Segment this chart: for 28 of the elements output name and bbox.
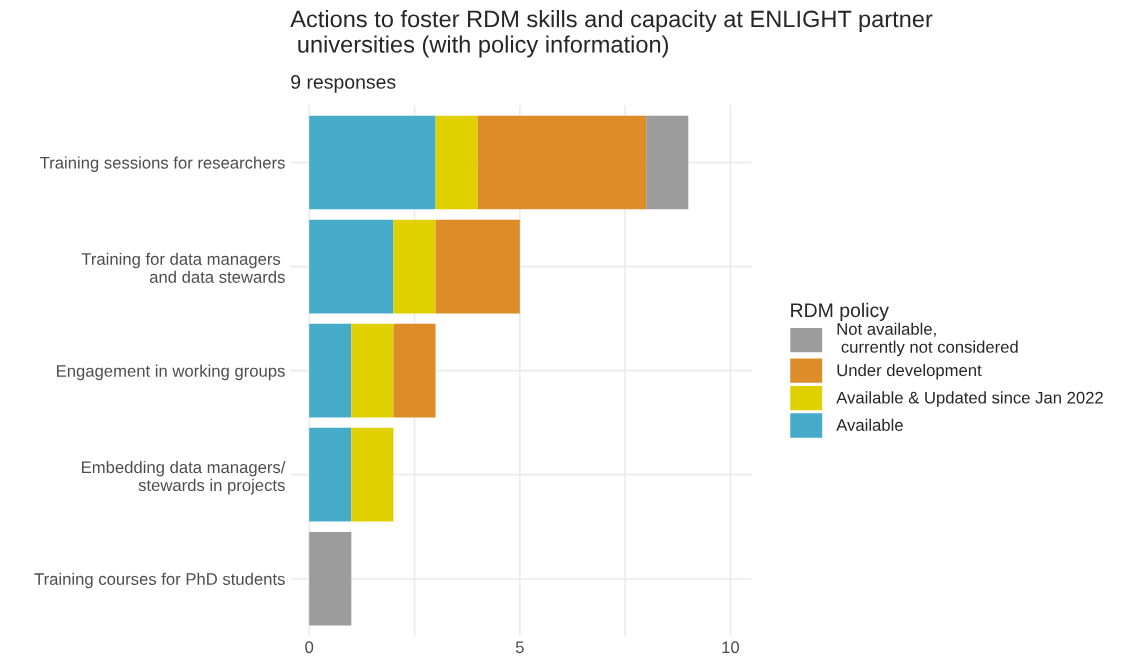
y-tick-label: Training sessions for researchers <box>40 156 285 172</box>
x-tick-label: 0 <box>305 641 314 654</box>
bar <box>351 427 394 522</box>
bar <box>435 115 478 210</box>
y-tick-label: Engagement in working groups <box>57 364 285 381</box>
x-tick-label: 5 <box>515 641 524 654</box>
bar <box>309 115 436 210</box>
chart-subtitle: 9 responses <box>291 75 396 93</box>
bar <box>351 323 394 418</box>
bar <box>309 531 352 626</box>
bar <box>393 323 436 418</box>
legend-label: Not available, currently not considered <box>837 322 1018 357</box>
bar <box>393 219 436 314</box>
legend-label: Available <box>836 418 903 431</box>
x-tick-label: 10 <box>722 641 740 654</box>
bar <box>309 323 352 418</box>
legend-label: Under development <box>837 363 982 380</box>
bar <box>477 115 647 210</box>
y-tick-label: Embedding data managers/ stewards in projects <box>82 460 286 495</box>
y-tick-label: Training for data managers and data stewards <box>81 252 285 283</box>
chart-title: Actions to foster RDM skills and capacity at ENLIGHT partner universities (with policy information) <box>290 9 933 58</box>
bar <box>309 427 352 522</box>
bar <box>435 219 520 314</box>
y-tick-label: Training courses for PhD students <box>34 572 285 589</box>
bar <box>646 115 689 210</box>
legend-label: Available & Updated since Jan 2022 <box>836 391 1103 407</box>
legend-title: RDM policy <box>791 302 889 321</box>
bar <box>309 219 394 314</box>
